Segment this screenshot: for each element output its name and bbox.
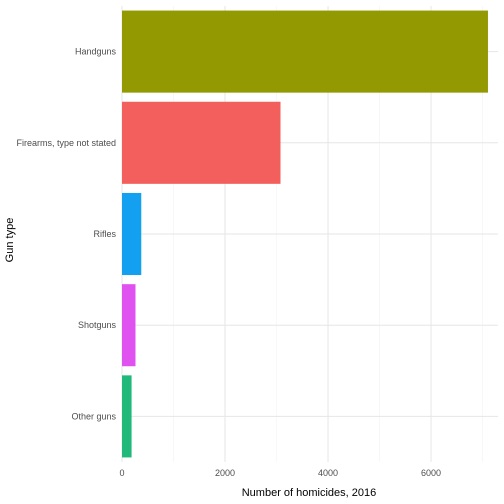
x-tick-label: 0 bbox=[119, 468, 124, 478]
bar-handguns bbox=[122, 10, 488, 93]
x-tick-label: 4000 bbox=[318, 468, 338, 478]
bar-shotguns bbox=[122, 284, 136, 367]
bar-firearms-type-not-stated bbox=[122, 101, 281, 184]
y-axis-title: Gun type bbox=[4, 218, 16, 263]
bar-other-guns bbox=[122, 375, 132, 458]
y-tick-label: Other guns bbox=[71, 411, 116, 421]
y-tick-label: Shotguns bbox=[78, 320, 117, 330]
y-tick-labels: Handguns Firearms, type not stated Rifles S… bbox=[16, 47, 116, 422]
x-tick-label: 6000 bbox=[421, 468, 441, 478]
y-tick-label: Handguns bbox=[75, 47, 117, 57]
bars bbox=[122, 10, 488, 458]
x-tick-labels: 0 2000 4000 6000 bbox=[119, 468, 441, 478]
y-tick-label: Rifles bbox=[93, 229, 116, 239]
x-tick-label: 2000 bbox=[215, 468, 235, 478]
y-tick-label: Firearms, type not stated bbox=[16, 138, 116, 148]
x-axis-title: Number of homicides, 2016 bbox=[242, 487, 377, 499]
bar-rifles bbox=[122, 192, 142, 276]
